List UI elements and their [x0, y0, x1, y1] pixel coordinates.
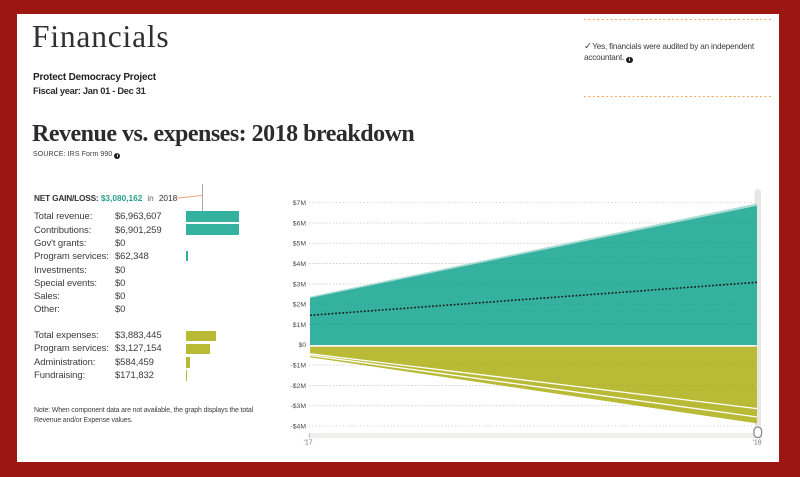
svg-text:$4M: $4M [293, 261, 307, 268]
svg-text:$5M: $5M [293, 241, 307, 248]
svg-text:$2M: $2M [293, 302, 307, 309]
svg-text:-$1M: -$1M [291, 363, 307, 370]
svg-text:-$3M: -$3M [291, 403, 307, 410]
svg-text:$6M: $6M [293, 220, 307, 227]
svg-text:$7M: $7M [293, 200, 307, 207]
svg-text:-$2M: -$2M [291, 383, 307, 390]
svg-text:'18: '18 [753, 440, 762, 447]
svg-text:'17: '17 [304, 440, 313, 447]
svg-text:$3M: $3M [293, 281, 307, 288]
svg-text:$1M: $1M [293, 322, 307, 329]
svg-text:-$4M: -$4M [291, 423, 307, 430]
svg-text:$0: $0 [298, 342, 306, 349]
